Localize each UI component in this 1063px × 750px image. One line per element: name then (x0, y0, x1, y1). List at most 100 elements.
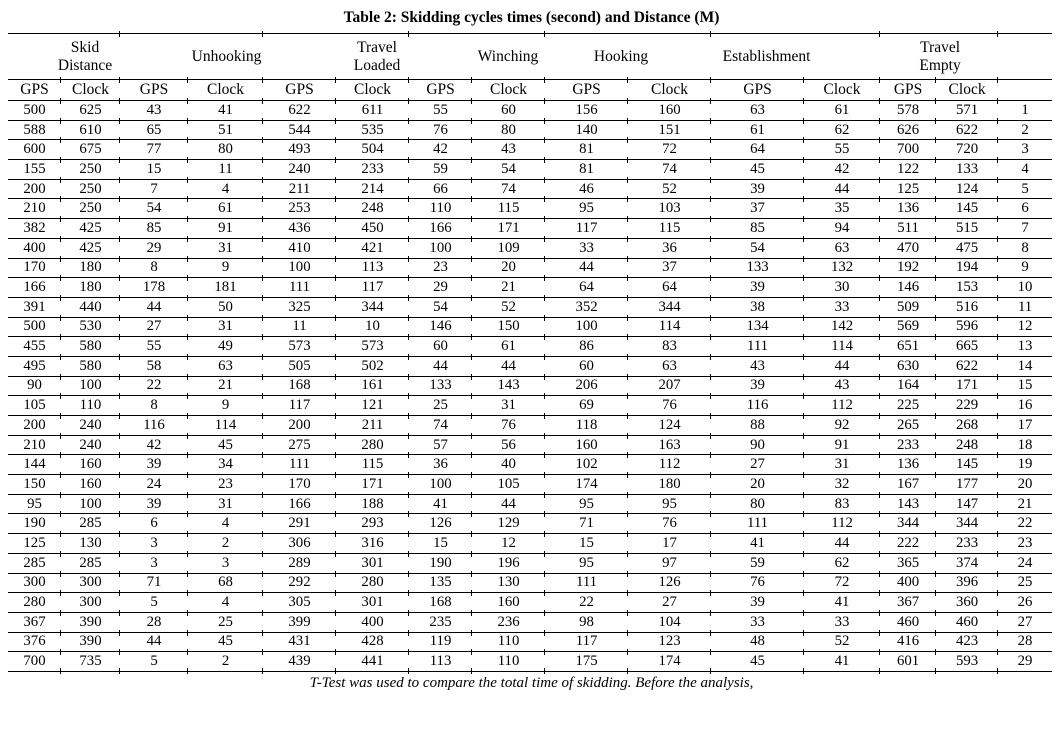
data-cell: 509 (879, 294, 937, 318)
data-cell: 61 (803, 97, 881, 121)
data-cell: 37 (710, 195, 805, 220)
data-cell: 280 (335, 432, 410, 456)
data-cell: 207 (627, 373, 712, 397)
data-cell: 390 (59, 609, 121, 633)
data-cell: 2 (187, 530, 264, 554)
data-cell: 611 (335, 97, 410, 121)
row-number-cell: 26 (997, 589, 1053, 613)
data-cell: 211 (335, 412, 410, 436)
data-cell: 61 (471, 333, 546, 357)
data-cell: 43 (710, 353, 805, 377)
data-cell: 111 (262, 274, 337, 298)
data-cell: 410 (262, 235, 337, 259)
data-cell: 145 (935, 195, 999, 220)
data-cell: 11 (187, 156, 264, 180)
data-cell: 44 (803, 353, 881, 377)
subheader-gps: GPS (262, 76, 337, 101)
data-cell: 110 (408, 195, 473, 220)
data-cell: 110 (471, 629, 546, 653)
data-cell: 505 (262, 353, 337, 377)
data-cell: 15 (544, 530, 629, 554)
row-number-cell: 2 (997, 117, 1053, 141)
data-cell: 41 (187, 97, 264, 121)
row-number-cell: 15 (997, 373, 1053, 397)
data-cell: 115 (627, 215, 712, 239)
data-cell: 114 (187, 412, 264, 436)
data-cell: 27 (119, 314, 189, 338)
data-cell: 22 (119, 373, 189, 397)
data-cell: 71 (544, 510, 629, 535)
row-number-cell: 20 (997, 471, 1053, 495)
table-row: 500 625 43 41 622 611 55 60 156 160 63 61 578 571 1 (8, 97, 1053, 121)
data-cell: 76 (710, 570, 805, 594)
table-row: 200 240 116 114 200 211 74 76 118 124 88 92 265 268 17 (8, 412, 1053, 436)
data-cell: 74 (627, 156, 712, 180)
subheader-clock: Clock (935, 76, 999, 101)
data-cell: 374 (935, 550, 999, 574)
data-cell: 64 (710, 136, 805, 161)
data-cell: 52 (803, 629, 881, 653)
data-cell: 174 (627, 648, 712, 674)
data-cell: 132 (803, 255, 881, 279)
data-cell: 116 (119, 412, 189, 436)
data-cell: 54 (119, 195, 189, 220)
data-cell: 421 (335, 235, 410, 259)
data-cell: 15 (408, 530, 473, 554)
data-cell: 44 (408, 353, 473, 377)
table-row: 600 675 77 80 493 504 42 43 81 72 64 55 700 720 3 (8, 136, 1053, 161)
data-cell: 97 (627, 550, 712, 574)
data-cell: 153 (935, 274, 999, 298)
row-number-cell: 5 (997, 176, 1053, 200)
data-cell: 111 (544, 570, 629, 594)
data-cell: 300 (59, 589, 121, 613)
row-number-cell: 8 (997, 235, 1053, 259)
row-number-cell: 9 (997, 255, 1053, 279)
row-number-cell: 23 (997, 530, 1053, 554)
data-cell: 155 (8, 159, 61, 180)
data-cell: 31 (187, 235, 264, 259)
data-cell: 344 (879, 510, 937, 535)
data-cell: 31 (471, 392, 546, 416)
data-cell: 588 (8, 120, 61, 141)
row-number-cell: 12 (997, 314, 1053, 338)
data-cell: 160 (544, 432, 629, 456)
data-cell: 396 (935, 570, 999, 594)
data-cell: 225 (879, 392, 937, 416)
data-cell: 240 (59, 432, 121, 456)
data-cell: 71 (119, 570, 189, 594)
subheader-gps: GPS (8, 79, 61, 101)
data-cell: 573 (335, 333, 410, 357)
data-cell: 235 (408, 609, 473, 633)
data-cell: 455 (8, 336, 61, 357)
data-cell: 133 (710, 255, 805, 279)
data-cell: 111 (710, 333, 805, 357)
table-row: 455 580 55 49 573 573 60 61 86 83 111 114 651 665 13 (8, 333, 1053, 357)
data-cell: 516 (935, 294, 999, 318)
data-cell: 118 (544, 412, 629, 436)
data-cell: 115 (335, 451, 410, 476)
data-cell: 95 (544, 550, 629, 574)
data-cell: 248 (935, 432, 999, 456)
data-cell: 63 (710, 97, 805, 121)
data-cell: 110 (471, 648, 546, 674)
group-header-label: Winching (477, 47, 539, 65)
data-cell: 164 (879, 373, 937, 397)
data-cell: 530 (59, 314, 121, 338)
data-cell: 495 (8, 356, 61, 377)
data-cell: 5 (119, 648, 189, 674)
data-cell: 44 (544, 255, 629, 279)
data-cell: 196 (471, 550, 546, 574)
data-cell: 80 (187, 136, 264, 161)
data-cell: 144 (8, 454, 61, 476)
data-cell: 60 (544, 353, 629, 377)
subheader-row: GPS Clock GPS Clock GPS Clock GPS Clock GPS Clock… (8, 76, 1053, 101)
subheader-gps: GPS (879, 76, 937, 101)
data-cell: 22 (544, 589, 629, 613)
table-row: 376 390 44 45 431 428 119 110 117 123 48 52 416 423 28 (8, 629, 1053, 653)
row-number-cell: 11 (997, 294, 1053, 318)
row-number-cell: 18 (997, 432, 1053, 456)
data-cell: 367 (879, 589, 937, 613)
data-cell: 143 (879, 491, 937, 515)
data-cell: 100 (408, 471, 473, 495)
data-cell: 134 (710, 314, 805, 338)
